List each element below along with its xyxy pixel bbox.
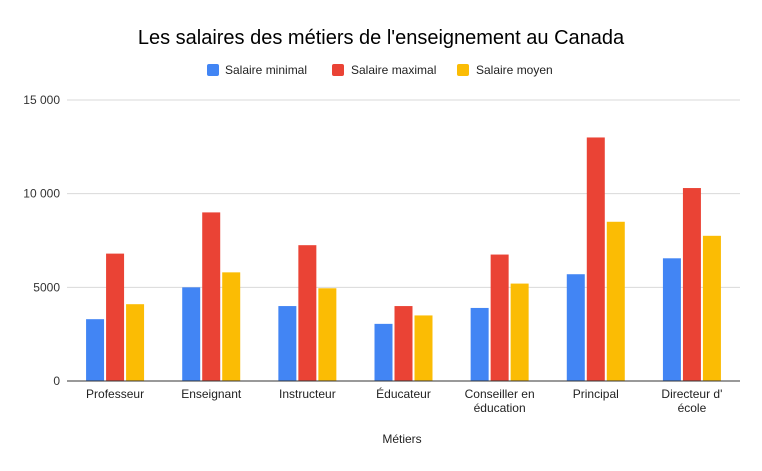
bar-salaire-maximal-3: [394, 306, 413, 381]
x-tick-label: Éducateur: [376, 386, 431, 401]
x-tick-label: école: [678, 401, 707, 415]
bar-salaire-moyen-4: [510, 283, 529, 381]
bar-salaire-minimal-0: [86, 319, 105, 381]
legend: Salaire minimal Salaire maximal Salaire …: [207, 63, 553, 77]
legend-label-salaire-moyen: Salaire moyen: [476, 63, 553, 77]
bar-salaire-maximal-2: [298, 245, 317, 381]
x-axis-title: Métiers: [382, 432, 421, 446]
bar-salaire-minimal-3: [374, 323, 393, 381]
bar-salaire-moyen-0: [126, 304, 145, 381]
legend-swatch-salaire-minimal: [207, 64, 219, 76]
legend-swatch-salaire-moyen: [457, 64, 469, 76]
bar-salaire-minimal-4: [470, 307, 489, 381]
bar-salaire-minimal-1: [182, 287, 201, 381]
bar-salaire-maximal-1: [202, 212, 221, 381]
legend-label-salaire-maximal: Salaire maximal: [351, 63, 436, 77]
bar-salaire-moyen-1: [222, 272, 241, 381]
chart-title: Les salaires des métiers de l'enseigneme…: [138, 27, 625, 49]
y-tick-label: 5000: [33, 280, 60, 294]
y-tick-label: 15 000: [23, 93, 60, 107]
x-tick-label: Principal: [573, 387, 619, 401]
bar-salaire-minimal-6: [662, 258, 681, 381]
bar-salaire-moyen-3: [414, 315, 433, 381]
bar-salaire-minimal-2: [278, 306, 297, 381]
bar-salaire-maximal-5: [586, 137, 605, 381]
gridlines: [67, 99, 740, 288]
y-tick-label: 10 000: [23, 187, 60, 201]
x-tick-label: Professeur: [86, 387, 144, 401]
bar-salaire-minimal-5: [566, 274, 585, 381]
bar-salaire-moyen-5: [606, 221, 625, 381]
legend-swatch-salaire-maximal: [332, 64, 344, 76]
bar-salaire-maximal-6: [682, 188, 701, 381]
y-axis-ticks: 0 5000 10 000 15 000: [23, 93, 60, 388]
bar-salaire-moyen-2: [318, 288, 337, 381]
x-tick-label: éducation: [474, 401, 526, 415]
y-tick-label: 0: [53, 374, 60, 388]
x-axis-ticks: Professeur Enseignant Instructeur Éducateur…: [86, 386, 722, 415]
x-tick-label: Conseiller en: [465, 387, 535, 401]
x-tick-label: Directeur d': [661, 387, 722, 401]
legend-label-salaire-minimal: Salaire minimal: [225, 63, 307, 77]
bar-salaire-maximal-4: [490, 254, 509, 381]
bar-salaire-maximal-0: [106, 253, 125, 381]
x-tick-label: Instructeur: [279, 387, 336, 401]
x-tick-label: Enseignant: [181, 387, 242, 401]
bars: [86, 137, 721, 381]
bar-salaire-moyen-6: [702, 235, 721, 381]
